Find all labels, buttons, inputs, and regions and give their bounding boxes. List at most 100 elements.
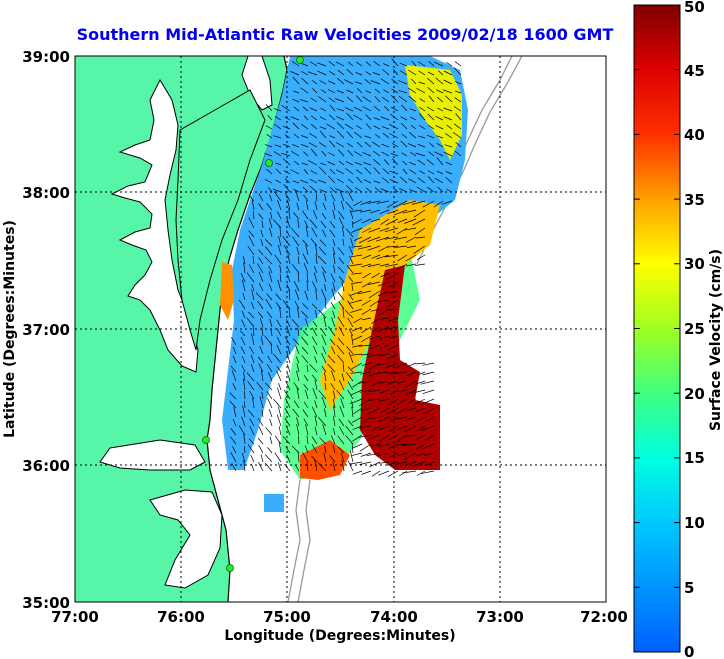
y-tick-label: 38:00 [22,184,70,202]
velocity-vector [249,418,255,427]
velocity-vector [311,80,318,85]
velocity-vector [407,398,417,404]
colorbar-tick-label: 35 [684,191,705,209]
velocity-vector [288,307,291,319]
velocity-vector [360,407,372,412]
velocity-vector [269,227,273,238]
velocity-vector [336,77,345,85]
velocity-vector [305,424,309,436]
velocity-vector [390,152,399,157]
velocity-vector [376,452,390,457]
velocity-vector [290,169,300,175]
y-tick-label: 36:00 [22,457,70,475]
velocity-vector [302,210,309,220]
velocity-vector [373,150,381,157]
albemarle-sound [99,439,206,471]
velocity-vector [277,462,282,472]
velocity-vector [296,246,300,256]
velocity-vector [404,218,417,224]
velocity-vector [391,106,399,112]
velocity-vector [318,166,327,175]
velocity-vector [247,245,255,256]
velocity-vector [342,306,345,319]
velocity-vector [277,279,282,292]
velocity-vector [292,61,300,67]
velocity-vector [308,142,318,148]
velocity-vector [357,245,372,250]
velocity-vector [329,169,336,175]
velocity-vector [372,72,381,76]
velocity-vector [268,218,273,229]
velocity-vector [301,346,309,355]
velocity-vector [406,371,417,377]
velocity-vector [404,452,417,460]
velocity-vector [310,148,318,157]
velocity-vector [398,95,408,103]
velocity-vector [261,220,264,229]
velocity-vector [365,61,372,67]
velocity-vector [383,89,390,94]
velocity-vector [416,425,426,432]
velocity-vector [367,200,381,204]
velocity-vector [419,106,426,112]
velocity-vector [309,364,318,373]
velocity-vector [294,300,300,310]
velocity-vector [363,162,372,166]
velocity-vector [277,199,282,211]
velocity-vector [385,326,399,330]
velocity-vector [414,434,426,441]
velocity-vector [350,290,363,296]
velocity-vector [274,452,282,463]
velocity-vector [321,396,327,409]
velocity-vector [335,188,345,193]
velocity-vector [400,140,408,148]
velocity-vector [267,397,273,409]
velocity-vector [357,290,372,295]
velocity-vector [396,227,408,235]
velocity-vector [279,264,282,274]
velocity-vector [299,99,309,103]
velocity-vector [353,106,363,112]
y-tick-label: 37:00 [22,321,70,339]
velocity-vector [394,200,408,208]
velocity-vector [362,106,372,112]
velocity-vector [314,415,318,427]
velocity-vector [387,344,399,351]
velocity-vector [332,282,336,292]
velocity-vector [407,69,417,76]
velocity-vector [364,167,372,175]
velocity-vector [268,283,273,292]
velocity-vector [306,461,309,472]
velocity-vector [442,89,453,94]
velocity-vector [293,400,300,409]
velocity-vector [336,90,345,94]
velocity-vector [420,470,435,475]
velocity-vector [358,344,372,347]
velocity-vector [249,390,255,400]
station-marker [202,436,210,444]
velocity-vector [242,378,246,391]
velocity-vector [260,238,264,247]
velocity-vector [337,337,345,346]
velocity-vector [332,428,336,436]
velocity-vector [314,201,318,211]
velocity-vector [278,383,282,391]
velocity-vector [418,70,426,76]
velocity-vector [266,293,273,301]
velocity-vector [351,362,363,370]
velocity-vector [258,282,264,292]
velocity-vector [369,434,381,440]
velocity-vector [241,319,246,328]
velocity-vector [367,245,381,251]
velocity-vector [260,336,264,346]
velocity-vector [283,184,291,193]
velocity-vector [302,452,309,463]
chesapeake-bay [110,78,199,373]
velocity-vector [373,158,381,166]
velocity-vector [312,387,318,400]
velocity-vector [402,209,417,214]
velocity-vector [347,150,354,157]
velocity-vector [416,186,426,193]
velocity-vector [354,81,363,85]
velocity-vector [336,130,345,139]
